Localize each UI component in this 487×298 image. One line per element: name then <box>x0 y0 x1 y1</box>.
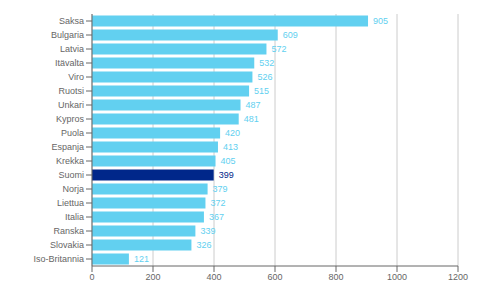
svg-text:200: 200 <box>145 272 160 282</box>
svg-text:Unkari: Unkari <box>58 100 84 110</box>
svg-text:339: 339 <box>200 226 215 236</box>
svg-text:Bulgaria: Bulgaria <box>51 30 84 40</box>
svg-text:367: 367 <box>209 212 224 222</box>
svg-text:372: 372 <box>210 198 225 208</box>
svg-text:1200: 1200 <box>448 272 468 282</box>
svg-text:Viro: Viro <box>68 72 84 82</box>
svg-text:1000: 1000 <box>387 272 407 282</box>
svg-text:Ranska: Ranska <box>53 226 84 236</box>
svg-text:487: 487 <box>246 100 261 110</box>
svg-text:420: 420 <box>225 128 240 138</box>
svg-text:532: 532 <box>259 58 274 68</box>
svg-text:600: 600 <box>267 272 282 282</box>
svg-text:Liettua: Liettua <box>57 198 84 208</box>
svg-text:405: 405 <box>221 156 236 166</box>
svg-text:572: 572 <box>271 44 286 54</box>
svg-text:Ruotsi: Ruotsi <box>58 86 84 96</box>
svg-text:Saksa: Saksa <box>59 16 84 26</box>
svg-text:Espanja: Espanja <box>51 142 84 152</box>
svg-text:Krekka: Krekka <box>56 156 84 166</box>
svg-text:Iso-Britannia: Iso-Britannia <box>33 254 84 264</box>
svg-text:121: 121 <box>134 254 149 264</box>
svg-text:526: 526 <box>257 72 272 82</box>
svg-text:515: 515 <box>254 86 269 96</box>
svg-text:Norja: Norja <box>62 184 84 194</box>
svg-text:800: 800 <box>328 272 343 282</box>
svg-text:Italia: Italia <box>65 212 84 222</box>
svg-text:Suomi: Suomi <box>58 170 84 180</box>
svg-text:Latvia: Latvia <box>60 44 84 54</box>
svg-text:Slovakia: Slovakia <box>50 240 84 250</box>
svg-text:379: 379 <box>213 184 228 194</box>
svg-text:481: 481 <box>244 114 259 124</box>
svg-text:Puola: Puola <box>61 128 84 138</box>
svg-text:399: 399 <box>219 170 234 180</box>
svg-text:400: 400 <box>206 272 221 282</box>
svg-text:609: 609 <box>283 30 298 40</box>
svg-text:413: 413 <box>223 142 238 152</box>
svg-text:905: 905 <box>373 16 388 26</box>
svg-text:Kypros: Kypros <box>56 114 85 124</box>
svg-text:0: 0 <box>89 272 94 282</box>
svg-text:Itävalta: Itävalta <box>55 58 84 68</box>
svg-text:326: 326 <box>196 240 211 250</box>
